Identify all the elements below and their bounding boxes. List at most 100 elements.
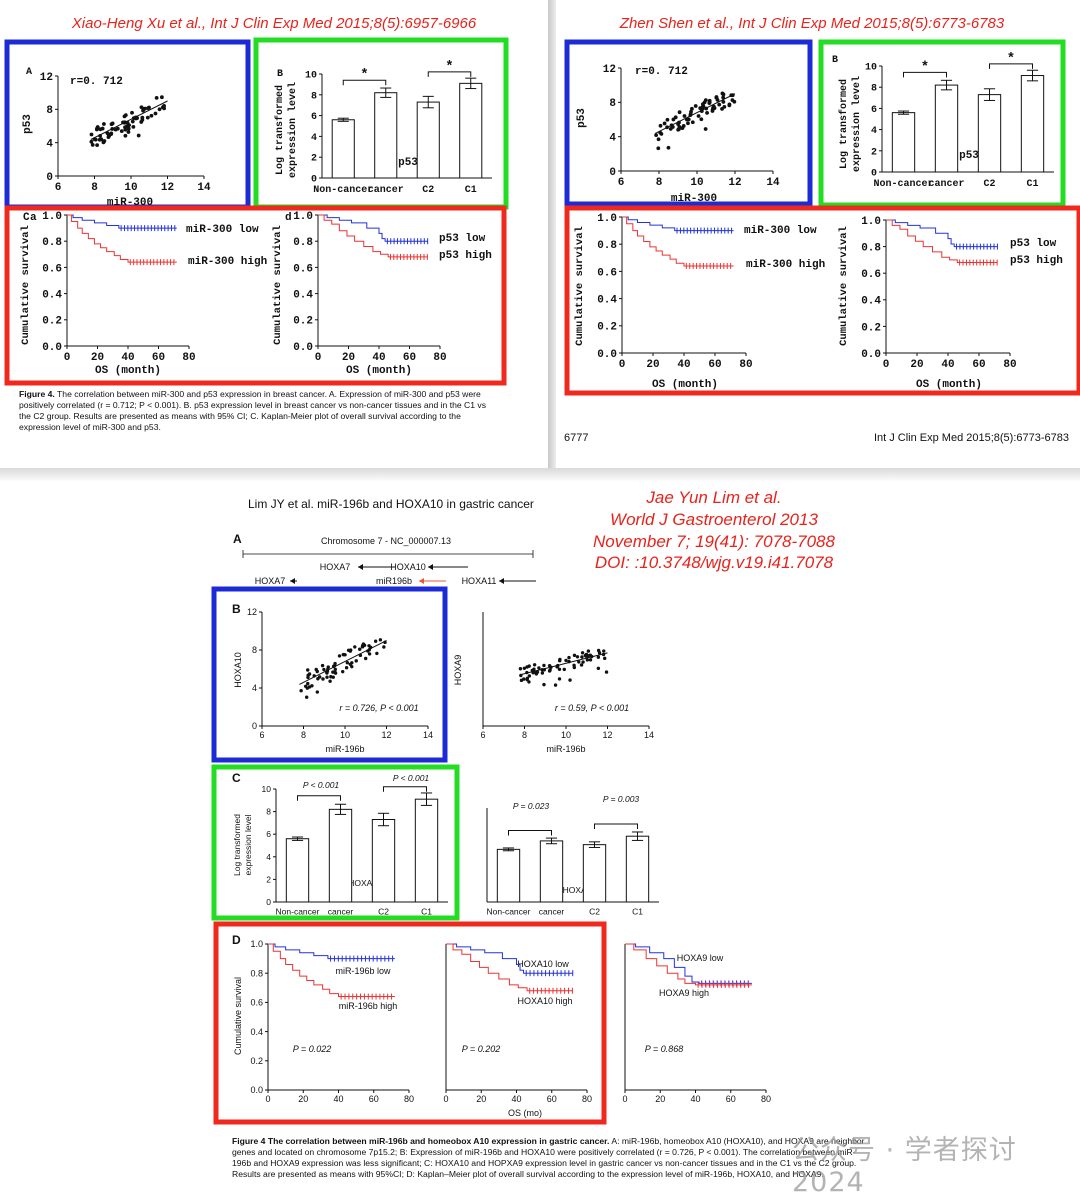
data-point [373,639,378,643]
legend-high: miR-300 high [188,256,267,268]
y-tick-label: 2 [871,147,877,158]
data-point [321,677,325,681]
y-tick-label: 0.0 [250,1085,263,1095]
significance-bracket [427,71,472,77]
data-point [130,110,134,115]
y-tick-label: 8 [46,105,53,117]
caption-title: Figure 4 The correlation between miR-196… [232,1136,610,1146]
regression-line [299,640,387,685]
data-point [322,667,326,672]
legend-low: p53 low [439,233,486,245]
y-tick-label: 10 [262,784,272,794]
shen-bar-chart: B Log transformed expression level p53 0… [832,51,1054,190]
x-tick-label: 80 [761,1094,771,1104]
sub-label-a: a [30,212,37,224]
data-point [354,659,358,663]
survival-curve-high [268,943,395,998]
y-axis-label: p53 [22,114,34,134]
blue-box-scatter [211,586,448,763]
data-point [603,656,607,661]
survival-curve-low [318,214,428,242]
data-point [659,132,664,136]
x-tick-label: 40 [121,352,134,364]
blue-box-scatter [564,39,813,207]
gene-mir196b: miR196b [376,576,412,586]
data-point [581,660,585,664]
y-tick-label: 8 [311,91,317,102]
y-tick-label: 10 [865,63,877,74]
x-tick-label: 20 [646,359,659,371]
section-divider [0,468,1080,482]
data-point [686,121,690,126]
data-point [99,137,104,142]
legend-low: miR-300 low [744,225,817,237]
arrow-hoxa11-head [499,578,504,584]
data-point [378,638,383,642]
x-tick-label: 80 [1003,359,1016,371]
y-tick-label: 0 [266,897,271,907]
x-tick-label: 20 [476,1094,486,1104]
data-point [676,127,681,132]
bar [371,819,396,903]
data-point [358,647,362,651]
x-tick-label: 20 [910,359,923,371]
data-point [577,660,581,664]
data-point [106,135,111,139]
caption-text: A: miR-196b, homeobox A10 (HOXA10), and … [232,1136,865,1179]
data-point [522,677,526,681]
citation-line-3: November 7; 19(41): 7078-7088 [593,532,835,551]
xu-article-panel: Xiao-Heng Xu et al., Int J Clin Exp Med … [0,0,548,470]
x-tick-label: 60 [152,352,165,364]
bar [414,798,439,903]
category-label: C1 [632,907,643,917]
data-point [586,649,591,653]
y-tick-label: 0.8 [250,968,263,978]
data-point [527,680,531,684]
y-tick-label: 0.6 [42,263,62,275]
x-tick-label: 10 [340,730,350,740]
panel-label-b: B [232,602,241,616]
data-point [367,652,372,656]
data-point [596,666,601,671]
data-point [320,663,325,668]
data-point [109,122,114,127]
data-point [123,127,128,132]
significance-star: * [445,59,453,75]
bar [934,84,959,173]
data-point [350,661,354,665]
data-point [119,129,124,134]
category-label: cancer [539,907,565,917]
data-point [720,91,725,96]
x-tick-label: 8 [656,177,663,189]
data-point [93,137,98,142]
data-point [682,114,687,118]
y-tick-label: 1.0 [42,211,62,223]
data-point [677,110,682,115]
data-point [575,655,580,659]
x-tick-label: 6 [55,182,62,194]
data-point [159,95,164,100]
hoxa10-scatter-plot: B HOXA10 miR-196b r = 0.726, P < 0.001 6… [232,602,433,754]
x-axis-label: miR-196b [325,744,364,754]
legend-low: HOXA10 low [517,959,569,969]
data-point [90,142,95,147]
citation-line-1: Jae Yun Lim et al. [645,488,781,507]
legend-high: HOXA10 high [517,996,572,1006]
data-point [123,113,128,118]
watermark: 公众号 · 学者探讨2024 [792,1135,1017,1198]
data-point [337,654,342,658]
significance-bracket [903,71,947,78]
survival-curve-low [622,216,734,232]
category-label: C2 [589,907,600,917]
data-point [673,115,678,120]
data-point [95,125,100,129]
y-tick-label: 0.4 [597,294,617,306]
data-point [126,126,131,131]
legend-high: miR-196b high [339,1001,398,1011]
category-label: Non-cancer [873,179,933,190]
data-point [547,669,552,673]
bar [977,94,1002,173]
data-point [325,675,329,679]
data-point [568,678,572,682]
survival-curve-low [625,943,752,984]
